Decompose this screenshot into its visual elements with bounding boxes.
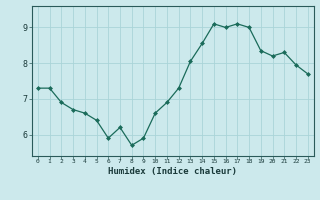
X-axis label: Humidex (Indice chaleur): Humidex (Indice chaleur): [108, 167, 237, 176]
